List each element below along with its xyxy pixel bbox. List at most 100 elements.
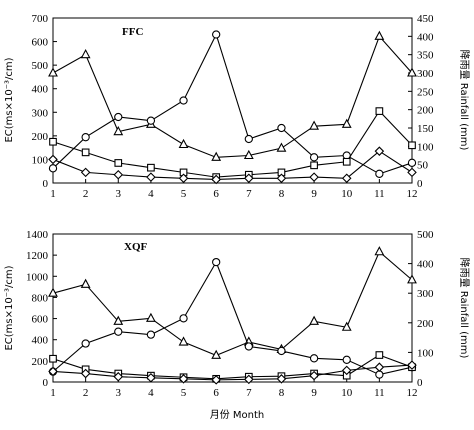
y-right-tick-label: 300 xyxy=(417,288,434,300)
x-tick-label: 12 xyxy=(407,188,418,200)
x-tick-label: 8 xyxy=(279,387,285,399)
y-right-tick-label: 350 xyxy=(417,50,434,62)
x-tick-label: 3 xyxy=(116,188,122,200)
data-point-diamond xyxy=(113,169,124,180)
right-axis-label: 降雨量 Rainfall (mm) xyxy=(458,50,471,151)
y-left-tick-label: 0 xyxy=(43,377,49,389)
data-point-triangle xyxy=(309,315,320,325)
data-point-circle xyxy=(212,30,221,39)
y-right-tick-label: 50 xyxy=(417,160,429,172)
y-left-tick-label: 500 xyxy=(32,60,49,72)
plot-frame xyxy=(52,233,413,383)
y-right-tick-label: 200 xyxy=(417,105,434,117)
x-tick-label: 10 xyxy=(341,188,353,200)
data-point-square xyxy=(375,107,384,115)
data-point-square xyxy=(375,351,384,359)
plot-frame xyxy=(52,17,413,184)
series-line-triangle xyxy=(52,35,413,158)
data-point-square xyxy=(147,163,155,172)
data-point-triangle xyxy=(243,149,254,160)
data-point-square xyxy=(49,354,57,363)
x-tick-label: 9 xyxy=(311,188,317,200)
data-point-circle xyxy=(114,327,123,336)
data-point-triangle xyxy=(341,118,352,128)
x-tick-label: 1 xyxy=(50,188,56,200)
panel-xqf: XQF EC(ms×10⁻³/cm) 降雨量 Rainfall (mm) 月份 … xyxy=(4,229,471,421)
data-point-diamond xyxy=(341,365,352,376)
x-tick-label: 4 xyxy=(148,188,154,200)
x-tick-label: 10 xyxy=(341,387,353,399)
y-left-tick-label: 200 xyxy=(32,356,49,368)
data-point-triangle xyxy=(80,278,91,288)
data-point-circle xyxy=(146,330,156,339)
data-point-diamond xyxy=(48,366,58,377)
data-point-circle xyxy=(277,123,286,133)
panel-title: FFC xyxy=(122,26,143,38)
y-left-tick-label: 0 xyxy=(43,178,49,190)
data-point-diamond xyxy=(211,174,221,185)
y-left-tick-label: 1000 xyxy=(26,271,49,283)
data-point-circle xyxy=(179,96,188,105)
data-point-diamond xyxy=(309,172,319,182)
y-right-tick-label: 0 xyxy=(417,178,423,190)
data-point-triangle xyxy=(374,30,385,40)
y-left-tick-label: 600 xyxy=(32,37,49,49)
y-left-tick-label: 800 xyxy=(32,292,49,304)
data-point-square xyxy=(310,161,318,170)
x-tick-label: 9 xyxy=(311,387,317,399)
data-point-diamond xyxy=(374,146,385,156)
panel-title: XQF xyxy=(124,241,148,253)
y-right-tick-label: 0 xyxy=(417,377,423,389)
data-point-diamond xyxy=(276,374,287,384)
data-point-diamond xyxy=(244,173,254,184)
left-axis-label: EC(ms×10⁻³/cm) xyxy=(4,57,15,142)
series-line-diamond xyxy=(52,150,413,181)
data-point-diamond xyxy=(146,172,156,182)
data-point-circle xyxy=(81,339,90,348)
data-point-diamond xyxy=(178,173,189,184)
data-point-circle xyxy=(179,314,188,323)
data-point-diamond xyxy=(244,374,254,385)
data-point-diamond xyxy=(407,167,417,178)
data-point-circle xyxy=(146,116,156,125)
data-point-diamond xyxy=(80,167,91,178)
x-tick-label: 11 xyxy=(374,387,385,399)
data-point-square xyxy=(49,137,57,146)
data-point-diamond xyxy=(407,360,417,370)
data-point-circle xyxy=(375,169,384,178)
y-left-tick-label: 100 xyxy=(32,154,49,166)
x-tick-label: 3 xyxy=(116,387,122,399)
data-point-diamond xyxy=(276,173,287,184)
y-left-tick-label: 400 xyxy=(32,84,49,96)
x-tick-label: 7 xyxy=(246,188,252,200)
data-point-circle xyxy=(81,133,90,142)
data-point-circle xyxy=(114,112,123,122)
y-right-tick-label: 300 xyxy=(417,68,434,80)
data-point-triangle xyxy=(374,246,385,256)
x-axis-label: 月份 Month xyxy=(210,409,265,421)
data-point-square xyxy=(81,148,90,157)
y-right-tick-label: 200 xyxy=(417,318,434,330)
x-tick-label: 6 xyxy=(213,188,219,200)
y-right-tick-label: 150 xyxy=(417,123,434,135)
y-left-tick-label: 300 xyxy=(32,107,49,119)
data-point-triangle xyxy=(113,125,124,136)
data-point-diamond xyxy=(211,375,221,385)
x-tick-label: 1 xyxy=(50,387,56,399)
series-line-triangle xyxy=(52,250,413,356)
data-point-square xyxy=(408,141,416,150)
x-tick-label: 2 xyxy=(83,387,89,399)
right-axis-label: 降雨量 Rainfall (mm) xyxy=(458,258,471,359)
data-point-circle xyxy=(407,158,417,167)
series-line-circle xyxy=(52,260,413,376)
data-point-triangle xyxy=(178,336,189,346)
data-point-circle xyxy=(309,354,319,363)
y-left-tick-label: 1400 xyxy=(26,229,49,241)
x-tick-label: 6 xyxy=(213,387,219,399)
data-point-diamond xyxy=(113,371,124,382)
data-point-triangle xyxy=(145,312,156,322)
data-point-diamond xyxy=(146,372,156,383)
data-point-circle xyxy=(375,370,384,379)
series-line-square xyxy=(52,354,413,380)
